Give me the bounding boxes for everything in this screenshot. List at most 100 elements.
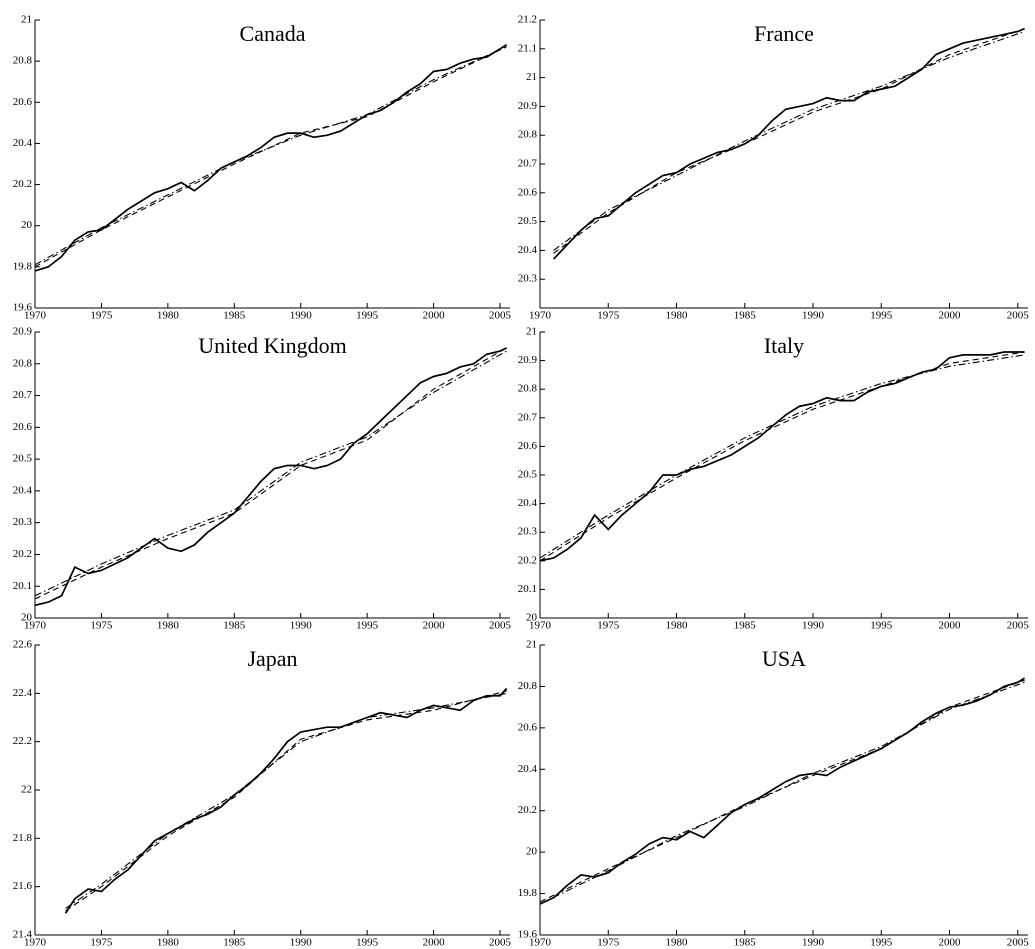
x-tick-label: 1970 xyxy=(24,937,47,949)
y-tick-label: 20.9 xyxy=(13,326,33,338)
x-tick-label: 1980 xyxy=(157,937,180,949)
y-tick-label: 22.6 xyxy=(13,639,33,651)
y-tick-label: 20.3 xyxy=(518,526,538,538)
y-tick-label: 21.1 xyxy=(518,42,537,54)
x-tick-label: 1990 xyxy=(802,620,825,632)
x-tick-label: 1990 xyxy=(802,310,825,322)
series-line xyxy=(34,46,507,268)
y-tick-label: 19.6 xyxy=(13,302,33,314)
y-tick-label: 19.6 xyxy=(518,929,538,941)
x-tick-label: 1975 xyxy=(90,937,113,949)
y-tick-label: 20.6 xyxy=(518,186,538,198)
y-tick-label: 20.6 xyxy=(518,721,538,733)
x-tick-label: 1970 xyxy=(24,310,47,322)
x-tick-label: 1985 xyxy=(734,310,757,322)
x-tick-label: 2005 xyxy=(489,937,512,949)
y-tick-label: 20.7 xyxy=(518,158,538,170)
y-tick-label: 20.8 xyxy=(518,129,538,141)
y-tick-label: 21.2 xyxy=(518,14,537,26)
series-line xyxy=(34,350,507,597)
y-tick-label: 21.8 xyxy=(13,832,33,844)
y-tick-label: 20.9 xyxy=(518,354,538,366)
y-tick-label: 20 xyxy=(526,612,538,624)
x-tick-label: 1995 xyxy=(870,620,893,632)
y-tick-label: 21 xyxy=(21,14,32,26)
x-tick-label: 1990 xyxy=(802,937,825,949)
series-line xyxy=(539,351,1025,562)
y-tick-label: 20.2 xyxy=(13,178,32,190)
x-tick-label: 1980 xyxy=(157,310,180,322)
y-tick-label: 20.5 xyxy=(518,215,538,227)
y-tick-label: 20.8 xyxy=(518,383,538,395)
y-tick-label: 20 xyxy=(21,219,33,231)
x-tick-label: 2005 xyxy=(489,310,512,322)
series-line xyxy=(65,690,507,912)
y-tick-label: 20 xyxy=(21,612,33,624)
y-tick-label: 22.4 xyxy=(13,687,33,699)
x-tick-label: 1975 xyxy=(90,620,113,632)
chart-title: Canada xyxy=(240,21,306,46)
y-tick-label: 20.9 xyxy=(518,100,538,112)
y-tick-label: 20.8 xyxy=(13,357,33,369)
y-tick-label: 21 xyxy=(526,71,537,83)
series-line xyxy=(34,347,507,600)
y-tick-label: 20.4 xyxy=(13,484,33,496)
series-line xyxy=(553,27,1025,260)
y-tick-label: 21 xyxy=(526,326,537,338)
x-tick-label: 2000 xyxy=(939,310,962,322)
chart-title: France xyxy=(754,21,814,46)
x-tick-label: 1975 xyxy=(90,310,113,322)
y-tick-label: 21.6 xyxy=(13,880,33,892)
chart-title: Italy xyxy=(764,333,804,358)
x-tick-label: 1985 xyxy=(223,310,246,322)
y-tick-label: 22 xyxy=(21,784,32,796)
y-tick-label: 20.7 xyxy=(518,411,538,423)
y-tick-label: 20.6 xyxy=(518,440,538,452)
x-tick-label: 2000 xyxy=(939,937,962,949)
y-tick-label: 20.2 xyxy=(13,548,32,560)
y-tick-label: 20.4 xyxy=(518,244,538,256)
x-tick-label: 1985 xyxy=(223,937,246,949)
x-tick-label: 1980 xyxy=(666,310,689,322)
x-tick-label: 2000 xyxy=(939,620,962,632)
y-tick-label: 20.2 xyxy=(518,804,537,816)
chart-title: United Kingdom xyxy=(198,333,347,358)
y-tick-label: 20.6 xyxy=(13,96,33,108)
y-tick-label: 20.5 xyxy=(518,469,538,481)
x-tick-label: 1980 xyxy=(157,620,180,632)
chart-title: Japan xyxy=(247,646,297,671)
x-tick-label: 2005 xyxy=(1007,310,1030,322)
x-tick-label: 1985 xyxy=(734,937,757,949)
y-tick-label: 20 xyxy=(526,846,538,858)
x-tick-label: 1990 xyxy=(290,620,313,632)
x-tick-label: 1970 xyxy=(24,620,47,632)
x-tick-label: 1980 xyxy=(666,620,689,632)
x-tick-label: 2000 xyxy=(423,620,446,632)
x-tick-label: 1995 xyxy=(870,310,893,322)
series-line xyxy=(539,681,1025,905)
x-tick-label: 1970 xyxy=(529,937,552,949)
series-line xyxy=(539,354,1025,559)
x-tick-label: 1985 xyxy=(734,620,757,632)
x-tick-label: 1975 xyxy=(597,937,620,949)
y-tick-label: 21 xyxy=(526,639,537,651)
x-tick-label: 2005 xyxy=(489,620,512,632)
y-tick-label: 19.8 xyxy=(13,260,33,272)
chart-title: USA xyxy=(762,646,806,671)
y-tick-label: 20.8 xyxy=(518,680,538,692)
series-line xyxy=(34,46,507,266)
x-tick-label: 1985 xyxy=(223,620,246,632)
x-tick-label: 1990 xyxy=(290,937,313,949)
y-tick-label: 20.6 xyxy=(13,421,33,433)
y-tick-label: 20.1 xyxy=(13,580,32,592)
x-tick-label: 1970 xyxy=(529,620,552,632)
y-tick-label: 20.3 xyxy=(13,516,33,528)
series-line xyxy=(553,28,1025,254)
y-tick-label: 20.4 xyxy=(13,137,33,149)
y-tick-label: 20.8 xyxy=(13,55,33,67)
x-tick-label: 2005 xyxy=(1007,937,1030,949)
series-line xyxy=(65,692,507,909)
x-tick-label: 1980 xyxy=(666,937,689,949)
series-line xyxy=(539,677,1026,905)
